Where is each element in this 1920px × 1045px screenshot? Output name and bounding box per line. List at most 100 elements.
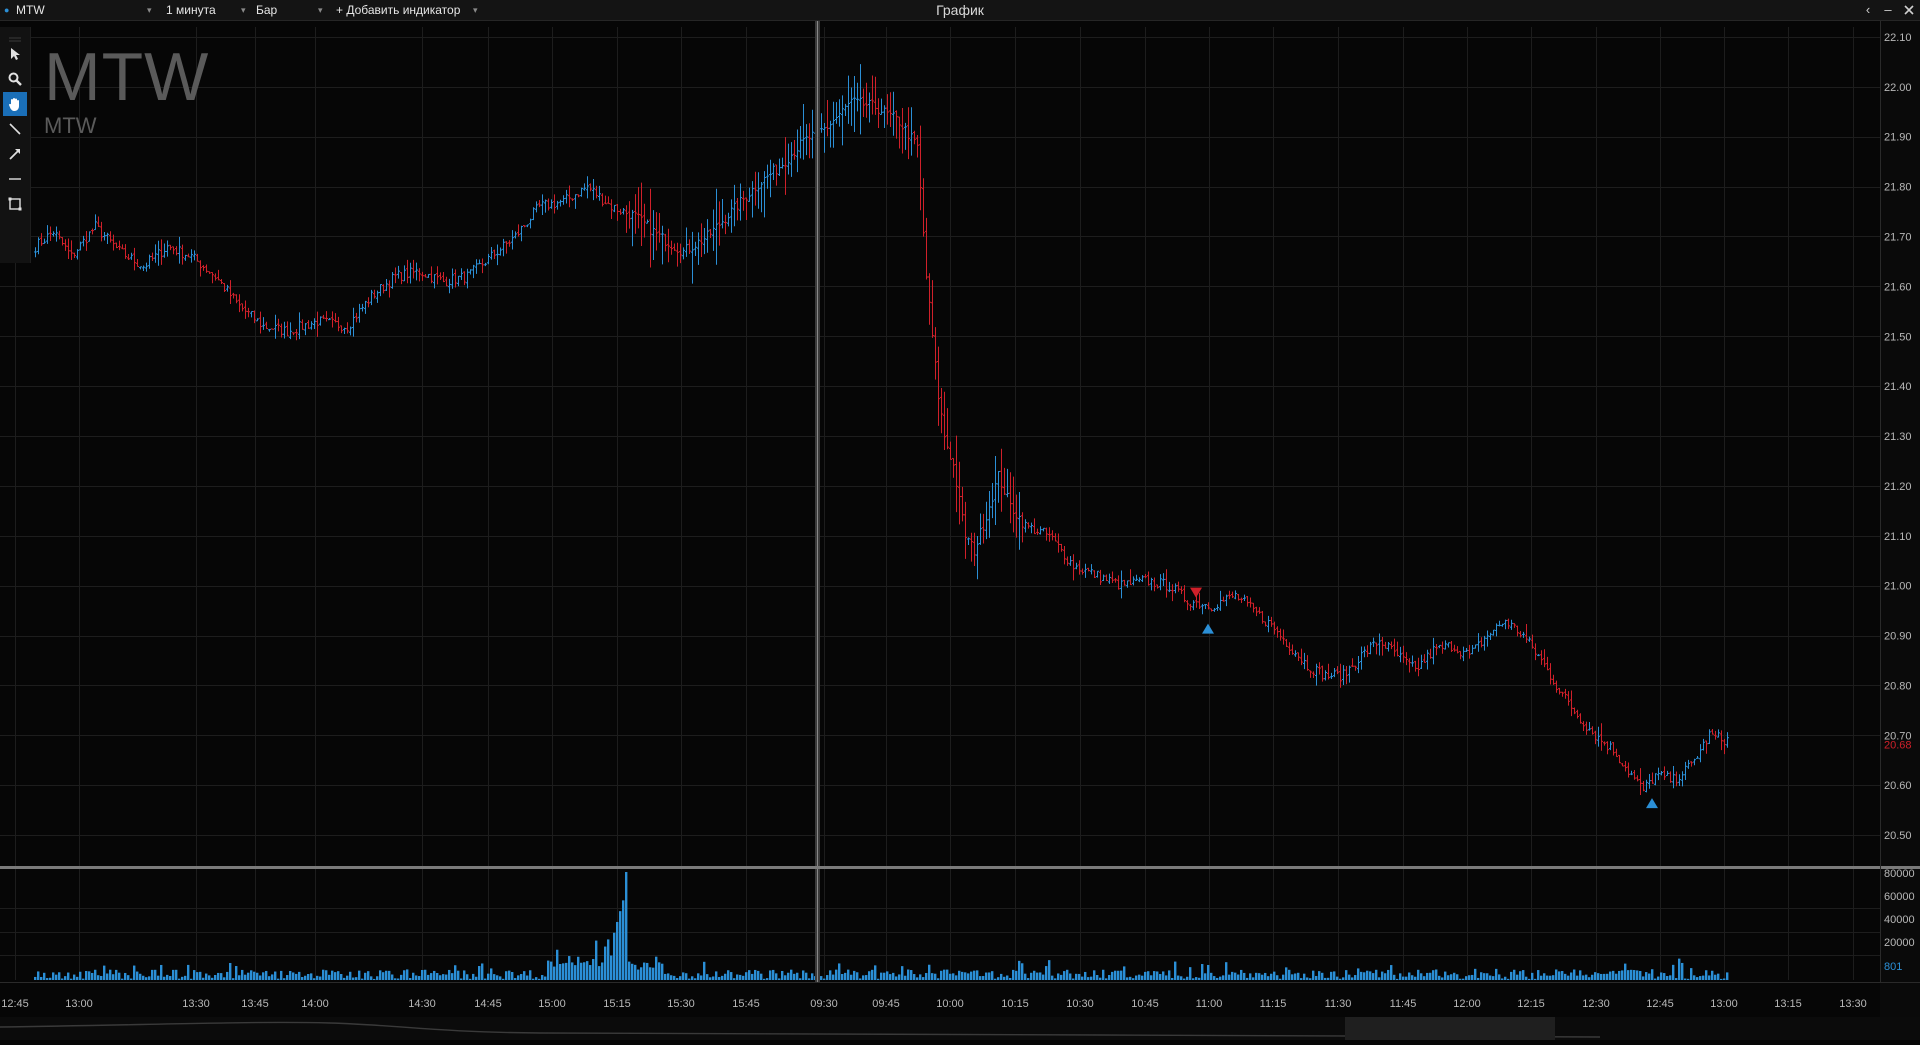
drag-handle-icon[interactable]: [7, 31, 23, 42]
price-bar: [151, 252, 154, 261]
volume-bar: [1462, 978, 1465, 980]
minimize-button[interactable]: –: [1884, 2, 1892, 17]
price-bar: [1558, 687, 1561, 695]
volume-bar: [715, 971, 718, 980]
price-bar: [721, 198, 724, 229]
chevron-down-icon[interactable]: ▾: [318, 5, 323, 15]
back-button[interactable]: ‹: [1865, 2, 1871, 17]
volume-bar: [1243, 972, 1246, 980]
price-bar: [670, 240, 673, 255]
price-bar: [256, 318, 259, 322]
volume-bar: [385, 970, 388, 980]
volume-bar: [133, 965, 136, 980]
volume-bar: [1228, 974, 1231, 980]
volume-bar: [154, 969, 157, 980]
volume-bar: [1516, 974, 1519, 980]
price-bar: [991, 483, 994, 519]
price-bar: [421, 271, 424, 281]
volume-bar: [760, 973, 763, 980]
volume-bar: [136, 971, 139, 980]
price-bar: [67, 238, 70, 260]
volume-bar: [493, 974, 496, 980]
price-bar: [700, 223, 703, 258]
add-indicator-button[interactable]: + Добавить индикатор: [336, 3, 461, 17]
volume-bar: [670, 975, 673, 980]
price-tick-label: 20.90: [1884, 631, 1912, 643]
volume-bar: [1219, 976, 1222, 980]
price-bar: [1273, 621, 1276, 635]
rectangle-tool-button[interactable]: [3, 192, 27, 216]
volume-bar: [1129, 976, 1132, 980]
volume-bar: [1474, 968, 1477, 980]
price-bar: [922, 178, 925, 237]
price-bar: [289, 322, 292, 340]
price-bar: [616, 203, 619, 221]
price-bar: [1705, 740, 1708, 754]
time-tick-label: 11:30: [1325, 998, 1352, 1010]
ray-tool-button[interactable]: [3, 142, 27, 166]
trendline-tool-button[interactable]: [3, 117, 27, 141]
volume-bar: [556, 949, 559, 980]
volume-bar: [349, 971, 352, 980]
price-bar: [262, 317, 265, 330]
price-bar: [823, 123, 826, 153]
price-bar: [853, 76, 856, 132]
volume-bar: [922, 977, 925, 980]
price-bar: [1621, 763, 1624, 767]
volume-bar: [520, 974, 523, 980]
volume-bar: [1624, 963, 1627, 980]
price-bar: [1462, 646, 1465, 662]
price-bar: [772, 163, 775, 181]
price-bar: [706, 219, 709, 253]
price-bar: [1321, 665, 1324, 682]
volume-bar: [1417, 969, 1420, 980]
volume-bar: [1513, 969, 1516, 980]
volume-bar: [70, 978, 73, 980]
horizontal-line-tool-button[interactable]: [3, 167, 27, 191]
volume-bar: [1522, 970, 1525, 980]
price-bar: [940, 388, 943, 434]
price-bar: [190, 249, 193, 263]
chevron-down-icon[interactable]: ▾: [147, 5, 152, 15]
zoom-tool-button[interactable]: [3, 67, 27, 91]
volume-bar: [451, 973, 454, 980]
volume-bar: [1351, 977, 1354, 980]
volume-bar: [1213, 976, 1216, 980]
close-icon[interactable]: [1899, 0, 1919, 20]
time-tick-label: 11:45: [1390, 998, 1417, 1010]
price-bar: [769, 159, 772, 198]
volume-bar: [127, 975, 130, 980]
time-tick-label: 14:30: [408, 998, 436, 1010]
volume-bar: [112, 974, 115, 980]
volume-bar: [1261, 974, 1264, 980]
volume-bar: [484, 978, 487, 980]
navigator-scrollbar[interactable]: [0, 1017, 1920, 1040]
price-bar: [1048, 527, 1051, 542]
line-icon: [9, 123, 21, 135]
time-tick-label: 12:45: [1, 998, 29, 1010]
volume-bar: [1687, 978, 1690, 980]
volume-bar: [1396, 978, 1399, 980]
symbol-selector[interactable]: MTW: [16, 3, 45, 17]
volume-bar: [1186, 976, 1189, 980]
price-tick-label: 20.70: [1884, 730, 1912, 742]
volume-bar: [217, 972, 220, 980]
pan-tool-button[interactable]: [3, 92, 27, 116]
price-bar: [478, 259, 481, 265]
navigator-window[interactable]: [1345, 1017, 1555, 1040]
cursor-tool-button[interactable]: [3, 42, 27, 66]
volume-bar: [517, 975, 520, 980]
pane-divider[interactable]: [0, 866, 1920, 869]
interval-selector[interactable]: 1 минута: [166, 3, 216, 17]
chevron-down-icon[interactable]: ▾: [241, 5, 246, 15]
chart-style-selector[interactable]: Бар: [256, 3, 278, 17]
navigator-overview[interactable]: [0, 1017, 1920, 1040]
volume-bar: [1033, 970, 1036, 980]
price-tick-label: 22.00: [1884, 82, 1912, 94]
volume-bar: [970, 971, 973, 980]
price-bar: [1639, 768, 1642, 796]
volume-bar: [1006, 975, 1009, 980]
chevron-down-icon[interactable]: ▾: [473, 5, 478, 15]
volume-bar: [673, 975, 676, 980]
